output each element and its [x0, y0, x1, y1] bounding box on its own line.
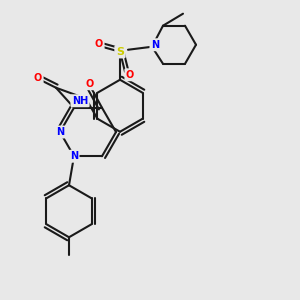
Text: O: O	[34, 73, 42, 83]
Text: S: S	[116, 47, 124, 57]
Text: O: O	[126, 70, 134, 80]
Text: N: N	[151, 40, 159, 50]
Text: N: N	[56, 127, 64, 137]
Text: NH: NH	[72, 96, 88, 106]
Text: O: O	[95, 39, 103, 49]
Text: O: O	[86, 79, 94, 89]
Text: N: N	[70, 151, 78, 161]
